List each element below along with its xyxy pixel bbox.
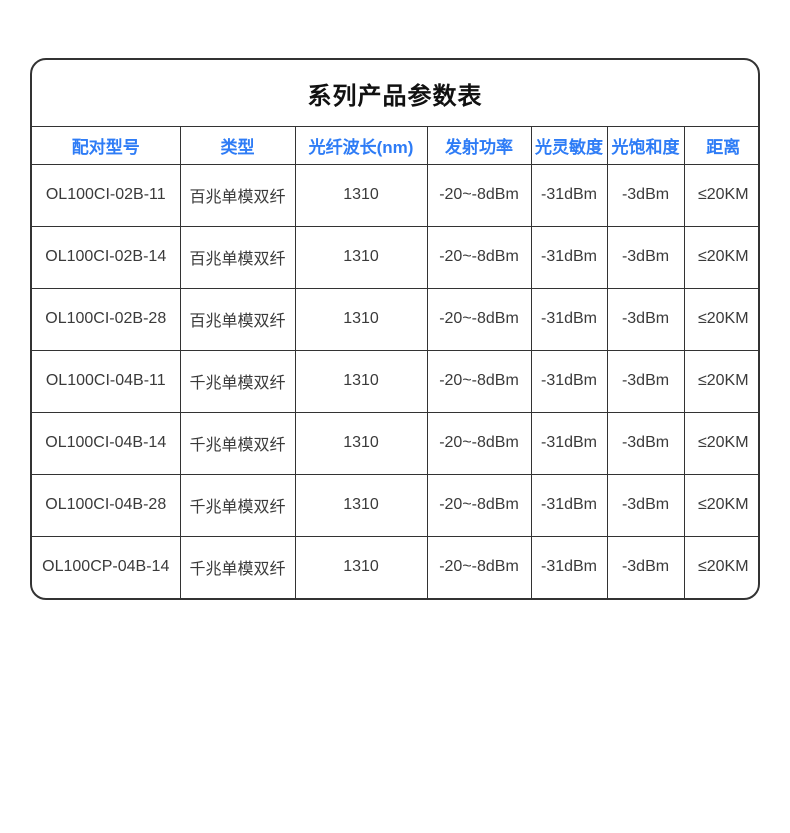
table-body: OL100CI-02B-11 百兆单模双纤 1310 -20~-8dBm -31dBm -… bbox=[32, 163, 758, 598]
table-cell: 1310 bbox=[294, 349, 428, 413]
table-cell: -20~-8dBm bbox=[426, 535, 532, 598]
table-cell: -31dBm bbox=[530, 411, 608, 475]
table-cell: 百兆单模双纤 bbox=[179, 225, 296, 289]
table-cell: OL100CI-02B-14 bbox=[32, 225, 181, 289]
table-cell: -31dBm bbox=[530, 535, 608, 598]
table-cell: -31dBm bbox=[530, 349, 608, 413]
table-header: 配对型号 类型 光纤波长(nm) 发射功率 光灵敏度 光饱和度 距离 bbox=[32, 127, 758, 165]
table-cell: OL100CI-04B-28 bbox=[32, 473, 181, 537]
table-cell: 1310 bbox=[294, 163, 428, 227]
table-row: OL100CI-04B-11 千兆单模双纤 1310 -20~-8dBm -31dBm -… bbox=[32, 349, 758, 413]
table-cell: -31dBm bbox=[530, 163, 608, 227]
table-cell: OL100CI-04B-11 bbox=[32, 349, 181, 413]
table-cell: ≤20KM bbox=[683, 287, 758, 351]
table-cell: 千兆单模双纤 bbox=[179, 349, 296, 413]
table-row: OL100CI-04B-28 千兆单模双纤 1310 -20~-8dBm -31dBm -… bbox=[32, 473, 758, 537]
table-cell: -20~-8dBm bbox=[426, 473, 532, 537]
table-cell: -20~-8dBm bbox=[426, 349, 532, 413]
table-cell: ≤20KM bbox=[683, 225, 758, 289]
table-cell: -20~-8dBm bbox=[426, 411, 532, 475]
table-cell: 1310 bbox=[294, 411, 428, 475]
table-cell: 千兆单模双纤 bbox=[179, 411, 296, 475]
table-cell: 1310 bbox=[294, 535, 428, 598]
table-cell: -3dBm bbox=[606, 411, 685, 475]
table-title: 系列产品参数表 bbox=[32, 60, 758, 127]
table-cell: OL100CI-04B-14 bbox=[32, 411, 181, 475]
table-cell: 1310 bbox=[294, 287, 428, 351]
table-cell: -20~-8dBm bbox=[426, 225, 532, 289]
table-cell: -3dBm bbox=[606, 349, 685, 413]
table-cell: 千兆单模双纤 bbox=[179, 535, 296, 598]
table-cell: -3dBm bbox=[606, 473, 685, 537]
column-header: 配对型号 bbox=[32, 127, 181, 165]
table-row: OL100CI-02B-14 百兆单模双纤 1310 -20~-8dBm -31dBm -… bbox=[32, 225, 758, 289]
table-row: OL100CI-04B-14 千兆单模双纤 1310 -20~-8dBm -31dBm -… bbox=[32, 411, 758, 475]
table-cell: -31dBm bbox=[530, 473, 608, 537]
table-cell: 1310 bbox=[294, 473, 428, 537]
table-cell: ≤20KM bbox=[683, 411, 758, 475]
table-cell: OL100CP-04B-14 bbox=[32, 535, 181, 598]
column-header: 光饱和度 bbox=[606, 127, 685, 165]
product-spec-table-card: 系列产品参数表 配对型号 类型 光纤波长(nm) 发射功率 光灵敏度 光饱和度 距离 OL1… bbox=[30, 58, 760, 600]
table-cell: OL100CI-02B-28 bbox=[32, 287, 181, 351]
table-row: OL100CI-02B-28 百兆单模双纤 1310 -20~-8dBm -31dBm -… bbox=[32, 287, 758, 351]
table-cell: ≤20KM bbox=[683, 163, 758, 227]
table-cell: ≤20KM bbox=[683, 349, 758, 413]
table-cell: OL100CI-02B-11 bbox=[32, 163, 181, 227]
table-cell: -20~-8dBm bbox=[426, 287, 532, 351]
table-cell: 百兆单模双纤 bbox=[179, 287, 296, 351]
column-header: 光灵敏度 bbox=[530, 127, 608, 165]
table-cell: 1310 bbox=[294, 225, 428, 289]
table-cell: -20~-8dBm bbox=[426, 163, 532, 227]
table-cell: -3dBm bbox=[606, 225, 685, 289]
table-cell: 千兆单模双纤 bbox=[179, 473, 296, 537]
table-row: OL100CI-02B-11 百兆单模双纤 1310 -20~-8dBm -31dBm -… bbox=[32, 163, 758, 227]
table-cell: -31dBm bbox=[530, 225, 608, 289]
table-cell: -31dBm bbox=[530, 287, 608, 351]
column-header: 光纤波长(nm) bbox=[294, 127, 428, 165]
column-header: 发射功率 bbox=[426, 127, 532, 165]
table-cell: -3dBm bbox=[606, 287, 685, 351]
table-cell: 百兆单模双纤 bbox=[179, 163, 296, 227]
column-header: 类型 bbox=[179, 127, 296, 165]
product-spec-table: 配对型号 类型 光纤波长(nm) 发射功率 光灵敏度 光饱和度 距离 OL100CI-02B… bbox=[32, 127, 758, 598]
table-cell: -3dBm bbox=[606, 535, 685, 598]
table-row: OL100CP-04B-14 千兆单模双纤 1310 -20~-8dBm -31dBm -… bbox=[32, 535, 758, 598]
table-cell: ≤20KM bbox=[683, 535, 758, 598]
header-row: 配对型号 类型 光纤波长(nm) 发射功率 光灵敏度 光饱和度 距离 bbox=[32, 127, 758, 165]
column-header: 距离 bbox=[683, 127, 758, 165]
table-cell: ≤20KM bbox=[683, 473, 758, 537]
table-cell: -3dBm bbox=[606, 163, 685, 227]
